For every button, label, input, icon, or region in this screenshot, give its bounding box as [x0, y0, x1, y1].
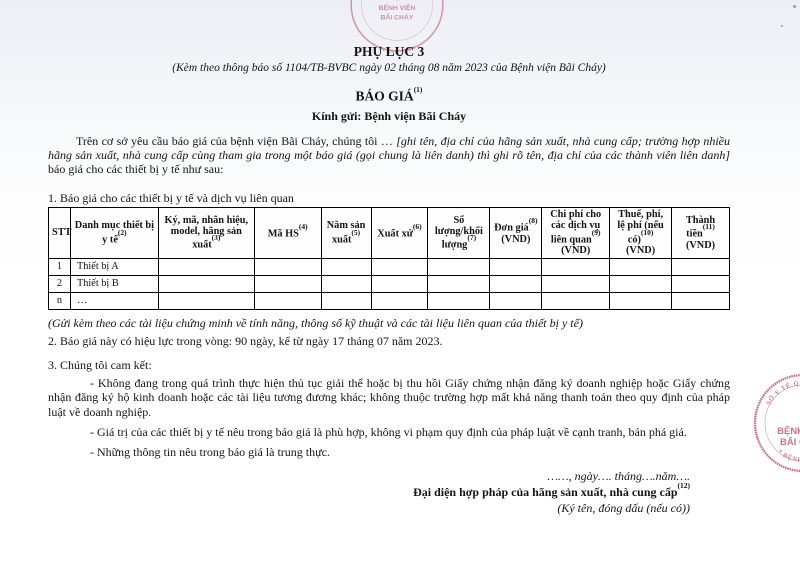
svg-text:* BỆNH VIỆN *: * BỆNH VIỆN * — [776, 448, 800, 464]
svg-text:BỆNH VIỆN: BỆNH VIỆN — [777, 425, 800, 437]
svg-text:SỞ Y TẾ QUẢNG NINH: SỞ Y TẾ QUẢNG NINH — [765, 379, 800, 407]
svg-text:BÃI CHÁY: BÃI CHÁY — [381, 13, 414, 22]
svg-text:BÃI CHÁY: BÃI CHÁY — [780, 437, 800, 448]
svg-text:BỆNH VIỆN: BỆNH VIỆN — [379, 3, 416, 12]
svg-text:★: ★ — [394, 0, 400, 3]
